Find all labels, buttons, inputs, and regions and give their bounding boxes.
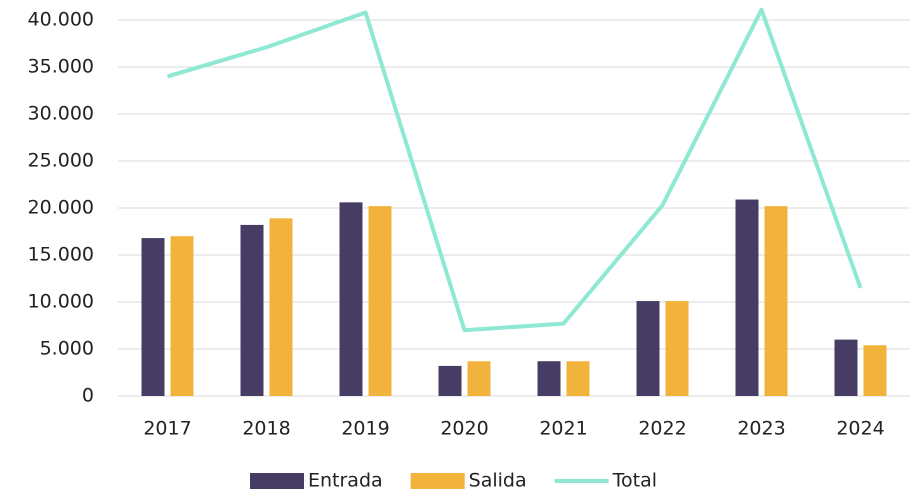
bar [141,238,165,396]
y-tick-label: 20.000 [28,197,94,219]
x-tick-label: 2022 [638,418,686,440]
bar [834,339,858,396]
bar [339,202,363,396]
bar [269,218,293,396]
legend-marker [410,473,465,489]
x-tick-label: 2021 [539,418,587,440]
x-tick-label: 2023 [737,418,785,440]
legend-label: Salida [469,470,527,492]
y-tick-label: 30.000 [28,103,94,125]
x-tick-label: 2017 [143,418,191,440]
line [166,7,863,333]
bar [170,236,194,396]
y-tick-label: 10.000 [28,291,94,313]
x-tick-label: 2024 [836,418,884,440]
bar [863,345,887,396]
legend-marker [250,473,304,489]
y-tick-label: 15.000 [28,244,94,266]
bar [665,301,689,396]
x-tick-label: 2019 [341,418,389,440]
legend-label: Total [612,470,657,492]
bar [735,199,759,396]
bar [636,301,660,396]
bar [240,224,264,396]
bar [467,361,491,396]
bar [566,361,590,396]
y-tick-label: 40.000 [28,9,94,31]
y-tick-label: 25.000 [28,150,94,172]
x-tick-label: 2018 [242,418,290,440]
y-tick-label: 0 [82,385,94,407]
bar [537,361,561,396]
bar [764,206,788,396]
legend-label: Entrada [308,470,383,492]
y-tick-label: 5.000 [40,338,94,360]
bar [368,206,392,396]
y-tick-label: 35.000 [28,56,94,78]
bar [438,365,462,396]
x-tick-label: 2020 [440,418,488,440]
